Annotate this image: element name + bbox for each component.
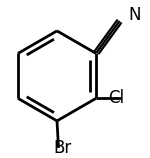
Text: N: N	[128, 6, 141, 24]
Text: Cl: Cl	[108, 89, 124, 107]
Text: Br: Br	[53, 139, 71, 157]
